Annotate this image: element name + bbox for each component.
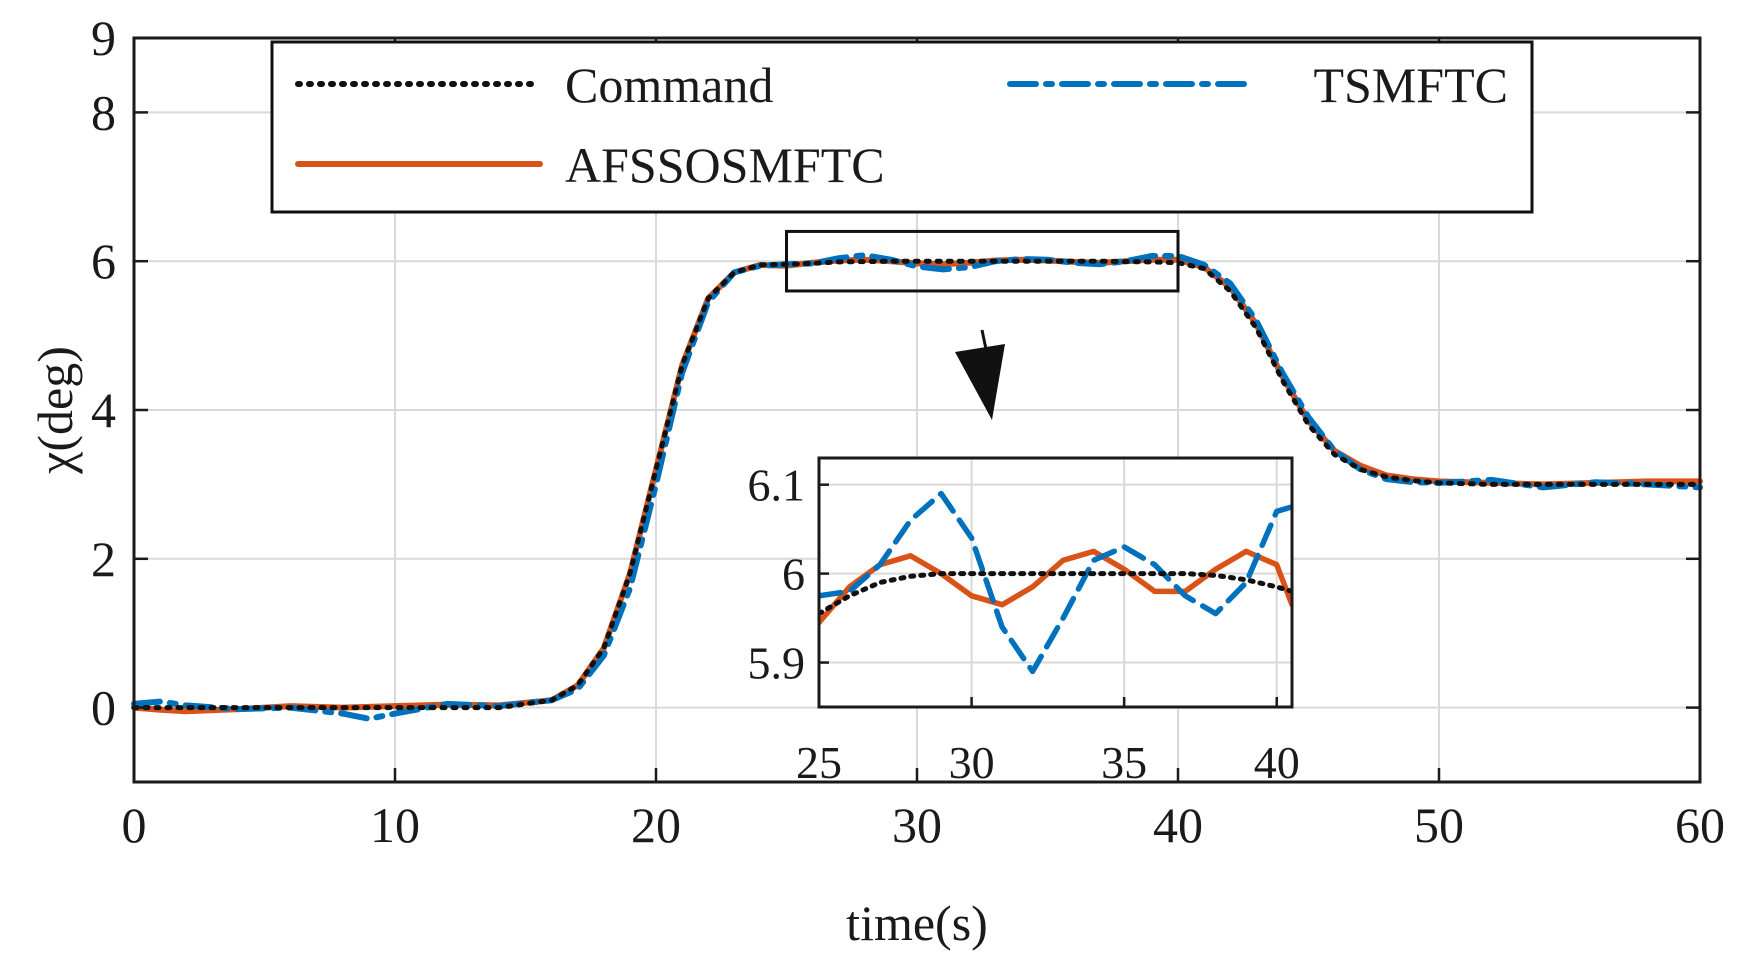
- series-line-command: [131, 258, 1703, 711]
- y-tick-label: 8: [91, 84, 116, 140]
- x-tick-label: 20: [631, 797, 681, 853]
- x-tick-label: 30: [892, 797, 942, 853]
- inset-series-line-tsmftc: [819, 490, 1292, 675]
- inset-y-tick-label: 6.1: [748, 460, 806, 511]
- main-axes: 0 10 20 30 40 50 60 0 2 4 6 8 9: [91, 10, 1725, 853]
- x-tick-label: 50: [1414, 797, 1464, 853]
- inset-series: [819, 490, 1292, 675]
- inset-y-tick-label: 5.9: [748, 638, 806, 689]
- zoom-box: [785, 229, 1180, 293]
- legend-label-tsmftc: TSMFTC: [1313, 57, 1508, 113]
- inset-background: [819, 458, 1292, 707]
- main-series: [131, 252, 1703, 722]
- inset-x-tick-label: 25: [796, 737, 842, 788]
- x-tick-label: 0: [122, 797, 147, 853]
- inset-series-line-afssosmftc: [819, 548, 1292, 626]
- y-tick-label: 2: [91, 531, 116, 587]
- legend-label-command: Command: [565, 57, 773, 113]
- legend-label-afssosmftc: AFSSOSMFTC: [565, 137, 885, 193]
- x-tick-label: 60: [1675, 797, 1725, 853]
- inset-series-line-command: [819, 571, 1292, 617]
- inset-x-tick-label: 30: [949, 737, 995, 788]
- inset-y-tick-label: 6: [782, 549, 805, 600]
- y-tick-label: 4: [91, 382, 116, 438]
- y-tick-label: 0: [91, 680, 116, 736]
- inset-frame: [817, 456, 1294, 709]
- x-tick-label: 40: [1153, 797, 1203, 853]
- zoom-arrow-head: [955, 344, 1005, 420]
- x-tick-label: 10: [370, 797, 420, 853]
- inset-x-tick-label: 35: [1101, 737, 1147, 788]
- x-axis-label: time(s): [846, 895, 988, 951]
- inset-x-tick-label: 40: [1254, 737, 1300, 788]
- y-tick-label: 9: [91, 10, 116, 66]
- inset-plot: 25 30 35 40 5.9 6 6.1: [748, 456, 1300, 788]
- y-tick-label: 6: [91, 233, 116, 289]
- legend: Command TSMFTC AFSSOSMFTC: [270, 40, 1534, 214]
- y-axis-label: χ(deg): [27, 346, 83, 475]
- zoom-annotation: [785, 229, 1180, 420]
- legend-box: [270, 40, 1534, 214]
